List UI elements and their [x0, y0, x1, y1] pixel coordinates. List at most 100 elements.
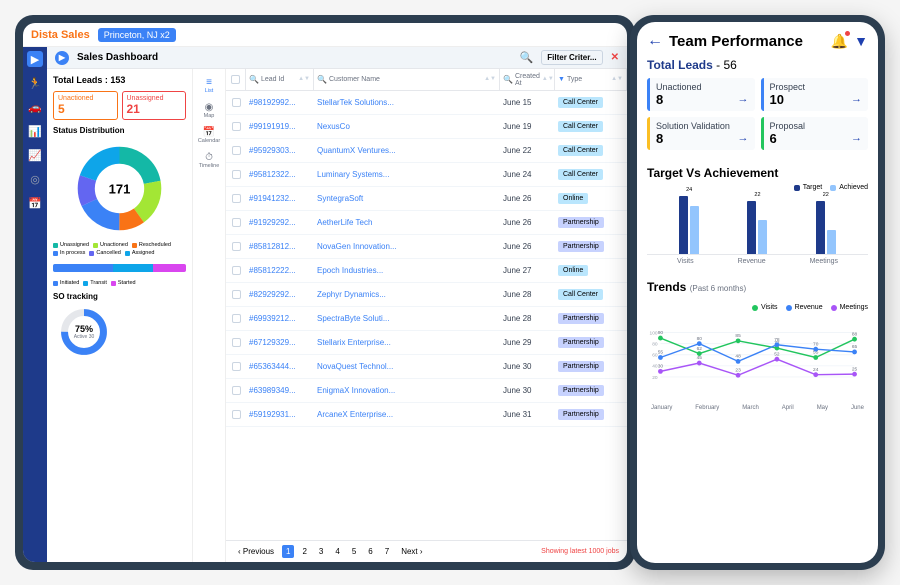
row-id[interactable]: #69939212...	[246, 314, 314, 323]
row-checkbox[interactable]	[226, 314, 246, 323]
view-calendar[interactable]: 📅Calendar	[198, 127, 220, 144]
row-checkbox[interactable]	[226, 98, 246, 107]
sidenav-item-4[interactable]: 📈	[27, 147, 43, 163]
row-id[interactable]: #91941232...	[246, 194, 314, 203]
row-checkbox[interactable]	[226, 218, 246, 227]
view-map[interactable]: ◉Map	[204, 102, 215, 119]
row-checkbox[interactable]	[226, 290, 246, 299]
filter-chip[interactable]: Filter Criter...	[541, 50, 602, 65]
row-checkbox[interactable]	[226, 338, 246, 347]
table-row[interactable]: #91929292...AetherLife TechJune 26Partne…	[226, 211, 627, 235]
lead-card-solution-validation[interactable]: Solution Validation8→	[647, 117, 755, 150]
row-id[interactable]: #59192931...	[246, 410, 314, 419]
page-2[interactable]: 2	[298, 545, 310, 558]
row-id[interactable]: #67129329...	[246, 338, 314, 347]
table-row[interactable]: #65363444...NovaQuest Technol...June 30P…	[226, 355, 627, 379]
row-id[interactable]: #95812322...	[246, 170, 314, 179]
lead-card-prospect[interactable]: Prospect10→	[761, 78, 869, 111]
sidenav-item-5[interactable]: ◎	[27, 171, 43, 187]
table-row[interactable]: #95812322...Luminary Systems...June 24Ca…	[226, 163, 627, 187]
lead-card-proposal[interactable]: Proposal6→	[761, 117, 869, 150]
page-6[interactable]: 6	[364, 545, 376, 558]
lead-card-unactioned[interactable]: Unactioned8→	[647, 78, 755, 111]
sidenav-item-1[interactable]: 🏃	[27, 75, 43, 91]
table-row[interactable]: #59192931...ArcaneX Enterprise...June 31…	[226, 403, 627, 427]
table-row[interactable]: #91941232...SyntegraSoftJune 26Online	[226, 187, 627, 211]
table-row[interactable]: #99191919...NexusCoJune 19Call Center	[226, 115, 627, 139]
row-customer[interactable]: SpectraByte Soluti...	[314, 314, 500, 323]
table-row[interactable]: #85812812...NovaGen Innovation...June 26…	[226, 235, 627, 259]
row-checkbox[interactable]	[226, 194, 246, 203]
row-customer[interactable]: Epoch Industries...	[314, 266, 500, 275]
page-5[interactable]: 5	[348, 545, 360, 558]
view-list[interactable]: ≡List	[205, 77, 214, 94]
row-customer[interactable]: AetherLife Tech	[314, 218, 500, 227]
table-header: 🔍Lead Id▲▼ 🔍Customer Name▲▼ 🔍Created At▲…	[226, 69, 627, 91]
kpi-unassigned[interactable]: Unassigned21	[122, 91, 187, 120]
page-7[interactable]: 7	[381, 545, 393, 558]
col-checkbox[interactable]	[226, 69, 246, 90]
row-date: June 29	[500, 338, 555, 347]
row-type: Partnership	[555, 361, 627, 372]
page-1[interactable]: 1	[282, 545, 294, 558]
row-customer[interactable]: QuantumX Ventures...	[314, 146, 500, 155]
row-checkbox[interactable]	[226, 122, 246, 131]
row-id[interactable]: #98192992...	[246, 98, 314, 107]
row-customer[interactable]: NovaGen Innovation...	[314, 242, 500, 251]
row-id[interactable]: #99191919...	[246, 122, 314, 131]
row-checkbox[interactable]	[226, 266, 246, 275]
row-checkbox[interactable]	[226, 146, 246, 155]
col-customer[interactable]: 🔍Customer Name▲▼	[314, 69, 500, 90]
page-3[interactable]: 3	[315, 545, 327, 558]
page-prev[interactable]: ‹ Previous	[234, 545, 278, 558]
phone-title: Team Performance	[669, 33, 825, 50]
row-checkbox[interactable]	[226, 242, 246, 251]
row-customer[interactable]: StellarTek Solutions...	[314, 98, 500, 107]
close-icon[interactable]: ✕	[611, 52, 619, 63]
back-icon[interactable]: ←	[647, 32, 663, 50]
page-4[interactable]: 4	[331, 545, 343, 558]
col-type[interactable]: ▼Type▲▼	[555, 69, 627, 90]
row-id[interactable]: #65363444...	[246, 362, 314, 371]
row-id[interactable]: #91929292...	[246, 218, 314, 227]
col-lead-id[interactable]: 🔍Lead Id▲▼	[246, 69, 314, 90]
table-row[interactable]: #63989349...EnigmaX Innovation...June 30…	[226, 379, 627, 403]
row-customer[interactable]: NexusCo	[314, 122, 500, 131]
sidenav-item-6[interactable]: 📅	[27, 195, 43, 211]
table-row[interactable]: #95929303...QuantumX Ventures...June 22C…	[226, 139, 627, 163]
row-checkbox[interactable]	[226, 386, 246, 395]
row-customer[interactable]: Luminary Systems...	[314, 170, 500, 179]
row-checkbox[interactable]	[226, 170, 246, 179]
table-row[interactable]: #82929292...Zephyr Dynamics...June 28Cal…	[226, 283, 627, 307]
page-next[interactable]: Next ›	[397, 545, 426, 558]
filter-icon[interactable]: ▼	[854, 33, 868, 49]
row-checkbox[interactable]	[226, 362, 246, 371]
search-icon[interactable]: 🔍	[520, 51, 534, 64]
col-created[interactable]: 🔍Created At▲▼	[500, 69, 555, 90]
row-customer[interactable]: Stellarix Enterprise...	[314, 338, 500, 347]
row-customer[interactable]: EnigmaX Innovation...	[314, 386, 500, 395]
row-customer[interactable]: SyntegraSoft	[314, 194, 500, 203]
sidenav-item-3[interactable]: 📊	[27, 123, 43, 139]
table-row[interactable]: #98192992...StellarTek Solutions...June …	[226, 91, 627, 115]
row-type: Call Center	[555, 121, 627, 132]
sidenav-item-2[interactable]: 🚗	[27, 99, 43, 115]
row-customer[interactable]: NovaQuest Technol...	[314, 362, 500, 371]
view-timeline[interactable]: ⏱Timeline	[199, 152, 220, 169]
location-badge[interactable]: Princeton, NJ x2	[98, 28, 176, 42]
row-customer[interactable]: ArcaneX Enterprise...	[314, 410, 500, 419]
row-customer[interactable]: Zephyr Dynamics...	[314, 290, 500, 299]
bell-icon[interactable]: 🔔	[831, 33, 848, 50]
row-id[interactable]: #95929303...	[246, 146, 314, 155]
table-row[interactable]: #69939212...SpectraByte Soluti...June 28…	[226, 307, 627, 331]
row-checkbox[interactable]	[226, 410, 246, 419]
table-row[interactable]: #85812222...Epoch Industries...June 27On…	[226, 259, 627, 283]
table-row[interactable]: #67129329...Stellarix Enterprise...June …	[226, 331, 627, 355]
row-id[interactable]: #85812812...	[246, 242, 314, 251]
row-id[interactable]: #63989349...	[246, 386, 314, 395]
row-id[interactable]: #85812222...	[246, 266, 314, 275]
play-icon[interactable]: ▶	[55, 51, 69, 65]
sidenav-item-0[interactable]: ▶	[27, 51, 43, 67]
kpi-unactioned[interactable]: Unactioned5	[53, 91, 118, 120]
row-id[interactable]: #82929292...	[246, 290, 314, 299]
